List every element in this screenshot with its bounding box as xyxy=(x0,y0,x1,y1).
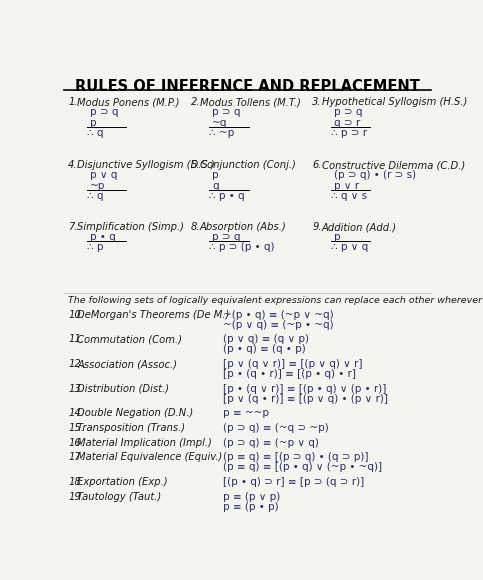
Text: ~(p ∨ q) ≡ (~p • ~q): ~(p ∨ q) ≡ (~p • ~q) xyxy=(223,320,334,330)
Text: 14.: 14. xyxy=(68,408,84,418)
Text: 18.: 18. xyxy=(68,477,84,487)
Text: q: q xyxy=(212,181,219,191)
Text: Association (Assoc.): Association (Assoc.) xyxy=(77,359,177,369)
Text: 15.: 15. xyxy=(68,423,84,433)
Text: 2.: 2. xyxy=(191,97,200,107)
Text: p ∨ r: p ∨ r xyxy=(334,181,359,191)
Text: 1.: 1. xyxy=(68,97,78,107)
Text: [p • (q • r)] ≡ [(p • q) • r]: [p • (q • r)] ≡ [(p • q) • r] xyxy=(223,369,356,379)
Text: 4.: 4. xyxy=(68,161,78,171)
Text: Tautology (Taut.): Tautology (Taut.) xyxy=(77,492,162,502)
Text: ∴ q: ∴ q xyxy=(87,128,103,138)
Text: The following sets of logically equivalent expressions can replace each other wh: The following sets of logically equivale… xyxy=(68,296,483,305)
Text: p • q: p • q xyxy=(90,232,115,242)
Text: 10.: 10. xyxy=(68,310,84,320)
Text: 3.: 3. xyxy=(312,97,322,107)
Text: [p • (q ∨ r)] ≡ [(p • q) ∨ (p • r)]: [p • (q ∨ r)] ≡ [(p • q) ∨ (p • r)] xyxy=(223,384,386,394)
Text: [(p • q) ⊃ r] ≡ [p ⊃ (q ⊃ r)]: [(p • q) ⊃ r] ≡ [p ⊃ (q ⊃ r)] xyxy=(223,477,364,487)
Text: DeMorgan's Theorems (De M.): DeMorgan's Theorems (De M.) xyxy=(77,310,230,320)
Text: Hypothetical Syllogism (H.S.): Hypothetical Syllogism (H.S.) xyxy=(322,97,467,107)
Text: Material Implication (Impl.): Material Implication (Impl.) xyxy=(77,438,213,448)
Text: p: p xyxy=(334,232,341,242)
Text: Material Equivalence (Equiv.): Material Equivalence (Equiv.) xyxy=(77,452,223,462)
Text: p ∨ q: p ∨ q xyxy=(90,171,117,180)
Text: ∴ p ⊃ (p • q): ∴ p ⊃ (p • q) xyxy=(209,242,275,252)
Text: 8.: 8. xyxy=(191,222,200,232)
Text: Conjunction (Conj.): Conjunction (Conj.) xyxy=(200,161,296,171)
Text: Modus Tollens (M.T.): Modus Tollens (M.T.) xyxy=(200,97,301,107)
Text: 16.: 16. xyxy=(68,438,84,448)
Text: (p ∨ q) ≡ (q ∨ p): (p ∨ q) ≡ (q ∨ p) xyxy=(223,335,309,345)
Text: p: p xyxy=(212,171,219,180)
Text: p ≡ ~~p: p ≡ ~~p xyxy=(223,408,269,418)
Text: p ⊃ q: p ⊃ q xyxy=(212,107,241,117)
Text: p ⊃ q: p ⊃ q xyxy=(334,107,362,117)
Text: 9.: 9. xyxy=(312,222,322,232)
Text: ∴ p ∨ q: ∴ p ∨ q xyxy=(331,242,368,252)
Text: Constructive Dilemma (C.D.): Constructive Dilemma (C.D.) xyxy=(322,161,465,171)
Text: 13.: 13. xyxy=(68,384,84,394)
Text: 7.: 7. xyxy=(68,222,78,232)
Text: Commutation (Com.): Commutation (Com.) xyxy=(77,335,183,345)
Text: Transposition (Trans.): Transposition (Trans.) xyxy=(77,423,185,433)
Text: Modus Ponens (M.P.): Modus Ponens (M.P.) xyxy=(77,97,180,107)
Text: Simplification (Simp.): Simplification (Simp.) xyxy=(77,222,185,232)
Text: [p ∨ (q ∨ r)] ≡ [(p ∨ q) ∨ r]: [p ∨ (q ∨ r)] ≡ [(p ∨ q) ∨ r] xyxy=(223,359,363,369)
Text: Double Negation (D.N.): Double Negation (D.N.) xyxy=(77,408,194,418)
Text: ∴ p ⊃ r: ∴ p ⊃ r xyxy=(331,128,367,138)
Text: Absorption (Abs.): Absorption (Abs.) xyxy=(200,222,286,232)
Text: (p ≡ q) ≡ [(p ⊃ q) • (q ⊃ p)]: (p ≡ q) ≡ [(p ⊃ q) • (q ⊃ p)] xyxy=(223,452,369,462)
Text: (p ⊃ q) • (r ⊃ s): (p ⊃ q) • (r ⊃ s) xyxy=(334,171,416,180)
Text: ∴ q: ∴ q xyxy=(87,191,103,201)
Text: p: p xyxy=(90,118,97,128)
Text: p ≡ (p ∨ p): p ≡ (p ∨ p) xyxy=(223,492,280,502)
Text: 6.: 6. xyxy=(312,161,322,171)
Text: ~q: ~q xyxy=(212,118,227,128)
Text: 19.: 19. xyxy=(68,492,84,502)
Text: ∴ q ∨ s: ∴ q ∨ s xyxy=(331,191,367,201)
Text: p ≡ (p • p): p ≡ (p • p) xyxy=(223,502,279,512)
Text: Disjunctive Syllogism (D.S.): Disjunctive Syllogism (D.S.) xyxy=(77,161,215,171)
Text: (p ⊃ q) ≡ (~p ∨ q): (p ⊃ q) ≡ (~p ∨ q) xyxy=(223,438,319,448)
Text: (p ≡ q) ≡ [(p • q) ∨ (~p • ~q)]: (p ≡ q) ≡ [(p • q) ∨ (~p • ~q)] xyxy=(223,462,382,472)
Text: ~p: ~p xyxy=(90,181,105,191)
Text: 5.: 5. xyxy=(191,161,200,171)
Text: [p ∨ (q • r)] ≡ [(p ∨ q) • (p ∨ r)]: [p ∨ (q • r)] ≡ [(p ∨ q) • (p ∨ r)] xyxy=(223,394,388,404)
Text: (p ⊃ q) ≡ (~q ⊃ ~p): (p ⊃ q) ≡ (~q ⊃ ~p) xyxy=(223,423,329,433)
Text: (p • q) ≡ (q • p): (p • q) ≡ (q • p) xyxy=(223,345,306,354)
Text: p ⊃ q: p ⊃ q xyxy=(212,232,241,242)
Text: ∴ p • q: ∴ p • q xyxy=(209,191,245,201)
Text: q ⊃ r: q ⊃ r xyxy=(334,118,360,128)
Text: RULES OF INFERENCE AND REPLACEMENT: RULES OF INFERENCE AND REPLACEMENT xyxy=(75,79,420,94)
Text: ∴ p: ∴ p xyxy=(87,242,103,252)
Text: Distribution (Dist.): Distribution (Dist.) xyxy=(77,384,170,394)
Text: p ⊃ q: p ⊃ q xyxy=(90,107,118,117)
Text: 11.: 11. xyxy=(68,335,84,345)
Text: Exportation (Exp.): Exportation (Exp.) xyxy=(77,477,168,487)
Text: ~(p • q) ≡ (~p ∨ ~q): ~(p • q) ≡ (~p ∨ ~q) xyxy=(223,310,334,320)
Text: 17.: 17. xyxy=(68,452,84,462)
Text: 12.: 12. xyxy=(68,359,84,369)
Text: ∴ ~p: ∴ ~p xyxy=(209,128,234,138)
Text: Addition (Add.): Addition (Add.) xyxy=(322,222,397,232)
